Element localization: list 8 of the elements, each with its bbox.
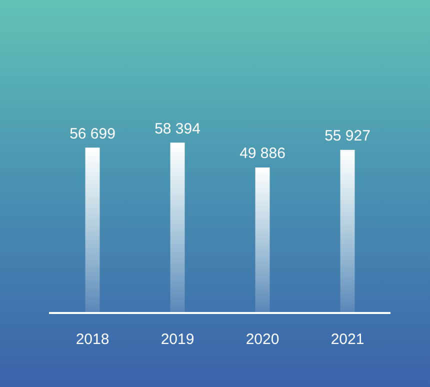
data-label: 58 394 [154,120,200,138]
x-tick-label: 2021 [330,331,364,348]
data-label: 56 699 [70,125,116,142]
x-tick-label: 2018 [76,331,110,348]
data-label: 55 927 [324,128,370,145]
data-label: 49 886 [240,145,286,162]
x-tick-label: 2019 [160,331,194,348]
x-tick-label: 2020 [246,331,280,348]
